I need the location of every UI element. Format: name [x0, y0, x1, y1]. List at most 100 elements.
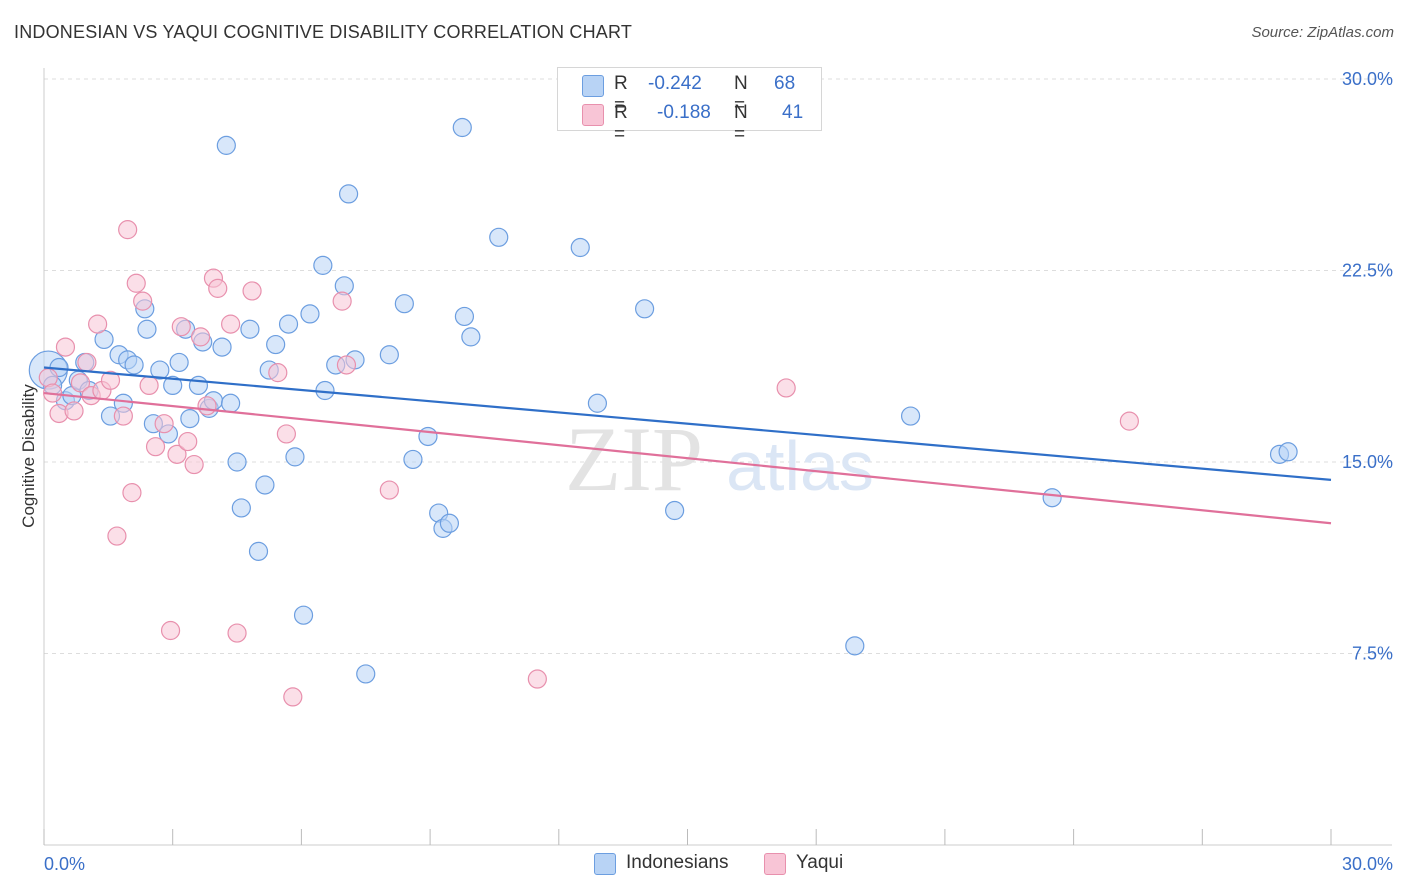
yaqui-point	[242, 281, 262, 301]
indonesians-point	[1042, 488, 1062, 508]
indonesians-swatch	[582, 75, 604, 97]
indonesians-point	[150, 360, 170, 380]
yaqui-point	[133, 291, 153, 311]
r-label: R =	[614, 102, 628, 145]
y-tick-label: 7.5%	[1352, 644, 1393, 664]
indonesians-point	[1278, 442, 1298, 462]
indonesians-point	[255, 475, 275, 495]
indonesians-point	[845, 636, 865, 656]
y-tick-label: 22.5%	[1342, 261, 1393, 281]
yaqui-point	[64, 401, 84, 421]
indonesians-point	[570, 237, 590, 258]
indonesians-point	[212, 337, 232, 357]
yaqui-legend-label: Yaqui	[796, 852, 844, 873]
indonesians-points	[28, 117, 1298, 684]
indonesians-point	[900, 406, 921, 426]
yaqui-point	[527, 669, 547, 689]
indonesians-point	[278, 314, 299, 334]
indonesians-point	[356, 664, 376, 684]
indonesians-point	[227, 452, 247, 472]
yaqui-point	[122, 483, 142, 503]
yaqui-point	[190, 327, 211, 347]
indonesians-point	[634, 299, 655, 319]
yaqui-point	[160, 620, 181, 641]
indonesians-point	[439, 513, 460, 533]
indonesians-point	[587, 393, 608, 413]
yaqui-point	[126, 273, 146, 293]
yaqui-point	[336, 355, 357, 375]
yaqui-point	[70, 373, 91, 393]
indonesians-point	[216, 135, 236, 155]
indonesians-point	[248, 541, 269, 561]
indonesians-point	[394, 294, 414, 314]
yaqui-point	[171, 317, 191, 337]
indonesians-point	[163, 375, 183, 395]
source-note: Source: ZipAtlas.com	[1251, 24, 1394, 41]
yaqui-point	[283, 687, 303, 707]
correlation-legend: R = -0.242 N = 68 R = -0.188 N = 41	[557, 67, 822, 145]
yaqui-point	[118, 220, 138, 240]
indonesians-point	[231, 498, 251, 518]
indonesians-point	[285, 447, 305, 467]
chart-title: INDONESIAN VS YAQUI COGNITIVE DISABILITY…	[14, 22, 633, 42]
yaqui-legend-swatch	[764, 853, 786, 875]
yaqui-point	[113, 406, 133, 426]
indonesians-legend-label: Indonesians	[626, 852, 729, 873]
r-value: -0.188	[657, 102, 711, 123]
legend-item-indonesians: Indonesians	[594, 850, 744, 878]
yaqui-point	[379, 480, 399, 500]
y-tick-label: 15.0%	[1342, 452, 1393, 472]
indonesians-point	[137, 319, 157, 339]
yaqui-point	[1119, 411, 1139, 431]
yaqui-point	[332, 291, 352, 311]
indonesians-point	[403, 449, 423, 470]
yaqui-point	[221, 314, 241, 334]
yaqui-point	[776, 378, 796, 398]
n-value: 68	[774, 73, 796, 94]
n-value: 41	[782, 102, 804, 123]
yaqui-point	[178, 431, 198, 452]
indonesians-point	[313, 255, 333, 275]
yaqui-point	[88, 314, 108, 334]
indonesians-point	[169, 352, 189, 373]
indonesians-point	[180, 408, 200, 429]
indonesians-point	[221, 393, 241, 413]
yaqui-point	[184, 454, 204, 475]
indonesians-legend-swatch	[594, 853, 616, 875]
yaqui-point	[227, 623, 247, 643]
indonesians-point	[379, 345, 399, 365]
n-label: N =	[734, 73, 748, 116]
n-label: N =	[734, 102, 748, 145]
indonesians-point	[665, 500, 685, 521]
yaqui-point	[276, 424, 296, 444]
yaqui-swatch	[582, 104, 604, 126]
x-tick-label: 30.0%	[1342, 854, 1393, 874]
indonesians-point	[461, 327, 481, 347]
yaqui-point	[107, 526, 127, 546]
yaqui-point	[145, 437, 166, 457]
yaqui-point	[208, 278, 228, 298]
y-axis-label: Cognitive Disability	[19, 384, 38, 528]
yaqui-point	[77, 352, 97, 373]
watermark-atlas: atlas	[726, 427, 874, 505]
yaqui-point	[268, 363, 288, 383]
indonesians-point	[452, 117, 472, 138]
indonesians-point	[300, 304, 320, 324]
indonesians-point	[489, 227, 509, 247]
indonesians-point	[454, 306, 475, 327]
legend-item-yaqui: Yaqui	[764, 850, 864, 878]
indonesians-point	[124, 355, 144, 375]
x-tick-label: 0.0%	[44, 854, 85, 874]
yaqui-trend-line	[43, 391, 1332, 525]
indonesians-point	[240, 319, 260, 339]
indonesians-point	[338, 184, 359, 204]
yaqui-point	[167, 444, 187, 464]
indonesians-point	[188, 375, 209, 395]
indonesians-point	[266, 334, 286, 355]
y-tick-label: 30.0%	[1342, 69, 1393, 89]
yaqui-point	[154, 414, 174, 434]
yaqui-points	[38, 220, 1139, 707]
indonesians-trend-line	[43, 366, 1332, 481]
r-label: R =	[614, 73, 628, 116]
